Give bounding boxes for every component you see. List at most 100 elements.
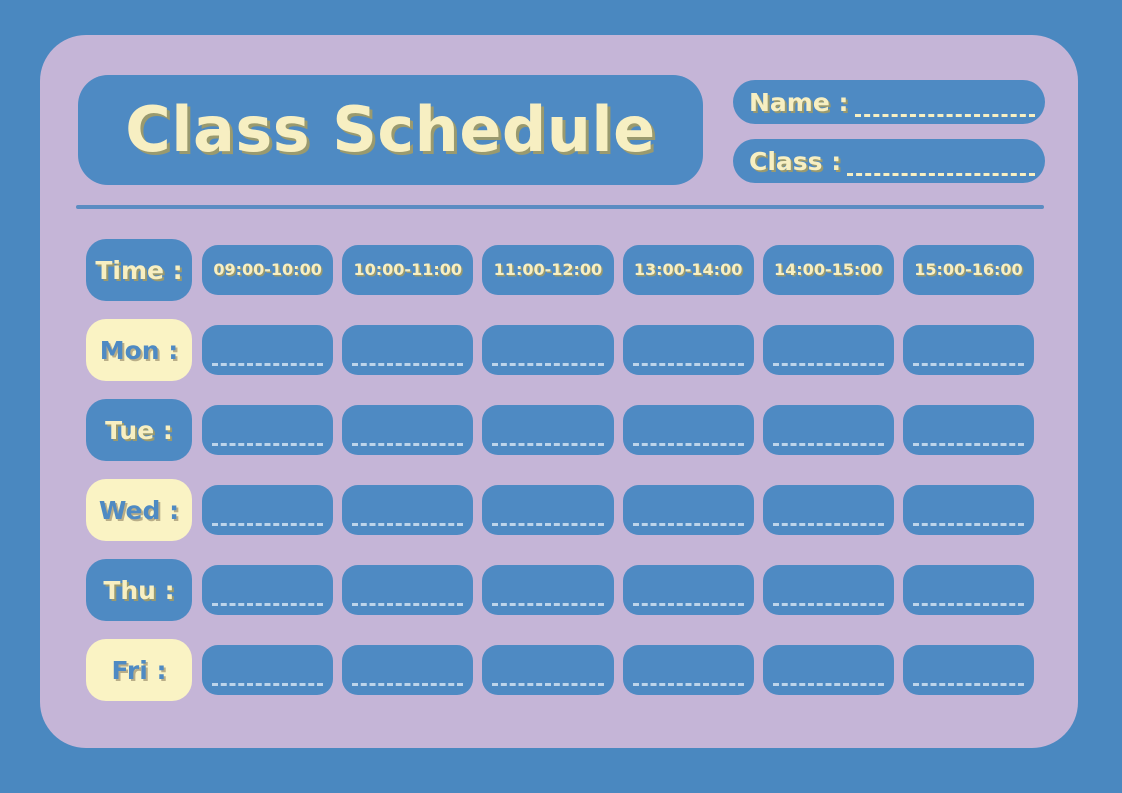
time-slot-5-label: 14:00-15:00 xyxy=(774,260,883,279)
time-slot-2[interactable]: 10:00-11:00 xyxy=(342,245,474,295)
cell-thu-1[interactable] xyxy=(202,565,334,615)
cell-tue-6[interactable] xyxy=(902,405,1035,455)
cell-tue-5[interactable] xyxy=(762,405,894,455)
class-field[interactable]: Class : xyxy=(733,139,1045,183)
day-cells-mon xyxy=(202,325,1035,375)
day-row-thu: Thu : xyxy=(86,550,1035,630)
name-field-label: Name : xyxy=(749,87,849,117)
day-cells-fri xyxy=(202,645,1035,695)
day-cells-thu xyxy=(202,565,1035,615)
cell-thu-5-writeline xyxy=(772,603,884,606)
day-label-box-mon: Mon : xyxy=(86,319,192,381)
time-slot-3-label: 11:00-12:00 xyxy=(493,260,603,279)
time-slot-list: 09:00-10:00 10:00-11:00 11:00-12:00 13:0… xyxy=(202,245,1035,295)
cell-wed-2[interactable] xyxy=(342,485,474,535)
day-label-box-wed: Wed : xyxy=(86,479,192,541)
header-divider xyxy=(76,205,1044,209)
cell-tue-4[interactable] xyxy=(622,405,754,455)
cell-wed-6[interactable] xyxy=(902,485,1035,535)
page-title: Class Schedule xyxy=(125,93,656,166)
cell-wed-3[interactable] xyxy=(482,485,614,535)
cell-wed-1-writeline xyxy=(212,523,324,526)
day-label-box-tue: Tue : xyxy=(86,399,192,461)
cell-thu-5[interactable] xyxy=(762,565,894,615)
cell-thu-3-writeline xyxy=(492,603,604,606)
schedule-card: Class Schedule Name : Class : Time : xyxy=(40,35,1078,748)
title-banner: Class Schedule xyxy=(78,75,703,185)
schedule-header: Class Schedule Name : Class : xyxy=(40,35,1078,209)
cell-thu-1-writeline xyxy=(212,603,324,606)
cell-fri-3[interactable] xyxy=(482,645,614,695)
day-label-wed: Wed : xyxy=(98,495,180,525)
cell-fri-3-writeline xyxy=(492,683,604,686)
time-slot-6-label: 15:00-16:00 xyxy=(914,260,1023,279)
cell-thu-2[interactable] xyxy=(342,565,474,615)
cell-wed-4-writeline xyxy=(632,523,744,526)
cell-fri-2[interactable] xyxy=(342,645,474,695)
cell-tue-4-writeline xyxy=(632,443,744,446)
cell-tue-1[interactable] xyxy=(202,405,334,455)
cell-fri-4-writeline xyxy=(632,683,744,686)
cell-mon-5[interactable] xyxy=(762,325,894,375)
cell-thu-6-writeline xyxy=(912,603,1025,606)
day-label-box-thu: Thu : xyxy=(86,559,192,621)
cell-wed-4[interactable] xyxy=(622,485,754,535)
cell-thu-3[interactable] xyxy=(482,565,614,615)
cell-thu-4[interactable] xyxy=(622,565,754,615)
time-slot-3[interactable]: 11:00-12:00 xyxy=(482,245,614,295)
day-row-wed: Wed : xyxy=(86,470,1035,550)
day-row-fri: Fri : xyxy=(86,630,1035,710)
time-slot-4-label: 13:00-14:00 xyxy=(633,260,743,279)
cell-tue-3-writeline xyxy=(492,443,604,446)
cell-mon-6[interactable] xyxy=(902,325,1035,375)
cell-mon-5-writeline xyxy=(772,363,884,366)
cell-thu-6[interactable] xyxy=(902,565,1035,615)
cell-mon-6-writeline xyxy=(912,363,1025,366)
cell-mon-3[interactable] xyxy=(482,325,614,375)
day-label-fri: Fri : xyxy=(111,655,167,685)
cell-wed-5[interactable] xyxy=(762,485,894,535)
schedule-grid: Time : 09:00-10:00 10:00-11:00 11:00-12:… xyxy=(86,230,1035,710)
time-slot-4[interactable]: 13:00-14:00 xyxy=(622,245,754,295)
cell-tue-2[interactable] xyxy=(342,405,474,455)
cell-tue-3[interactable] xyxy=(482,405,614,455)
day-row-mon: Mon : xyxy=(86,310,1035,390)
cell-mon-2[interactable] xyxy=(342,325,474,375)
cell-thu-2-writeline xyxy=(352,603,464,606)
time-slot-6[interactable]: 15:00-16:00 xyxy=(902,245,1035,295)
cell-mon-4[interactable] xyxy=(622,325,754,375)
class-field-writeline[interactable] xyxy=(847,173,1035,176)
cell-wed-1[interactable] xyxy=(202,485,334,535)
day-cells-tue xyxy=(202,405,1035,455)
cell-wed-6-writeline xyxy=(912,523,1025,526)
name-field-writeline[interactable] xyxy=(854,114,1035,117)
cell-mon-1[interactable] xyxy=(202,325,334,375)
time-slot-1-label: 09:00-10:00 xyxy=(213,260,322,279)
cell-mon-2-writeline xyxy=(352,363,464,366)
time-slot-2-label: 10:00-11:00 xyxy=(353,260,463,279)
time-label-box: Time : xyxy=(86,239,192,301)
cell-fri-5[interactable] xyxy=(762,645,894,695)
cell-fri-6[interactable] xyxy=(902,645,1035,695)
time-slot-5[interactable]: 14:00-15:00 xyxy=(762,245,894,295)
cell-wed-3-writeline xyxy=(492,523,604,526)
time-slot-1[interactable]: 09:00-10:00 xyxy=(202,245,334,295)
cell-thu-4-writeline xyxy=(632,603,744,606)
class-field-label: Class : xyxy=(749,146,842,176)
time-header-row: Time : 09:00-10:00 10:00-11:00 11:00-12:… xyxy=(86,230,1035,310)
cell-mon-1-writeline xyxy=(212,363,324,366)
cell-tue-5-writeline xyxy=(772,443,884,446)
cell-fri-1[interactable] xyxy=(202,645,334,695)
day-label-thu: Thu : xyxy=(103,575,175,605)
cell-fri-2-writeline xyxy=(352,683,464,686)
cell-wed-5-writeline xyxy=(772,523,884,526)
cell-tue-2-writeline xyxy=(352,443,464,446)
name-field[interactable]: Name : xyxy=(733,80,1045,124)
cell-fri-1-writeline xyxy=(212,683,324,686)
cell-fri-5-writeline xyxy=(772,683,884,686)
cell-fri-4[interactable] xyxy=(622,645,754,695)
day-label-box-fri: Fri : xyxy=(86,639,192,701)
cell-mon-3-writeline xyxy=(492,363,604,366)
day-row-tue: Tue : xyxy=(86,390,1035,470)
